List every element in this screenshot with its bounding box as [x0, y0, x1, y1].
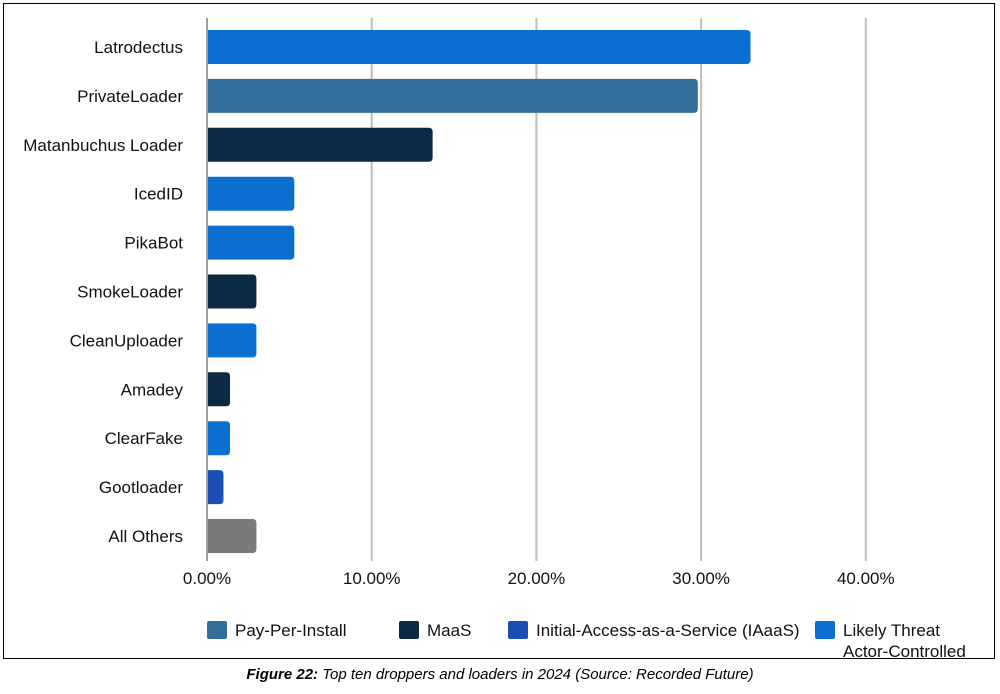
bar-6 [207, 323, 257, 358]
bar-10 [207, 519, 257, 553]
bar-8 [207, 421, 231, 456]
category-label-9: Gootloader [99, 478, 183, 497]
x-tick-label-0: 0.00% [183, 569, 231, 588]
bar-7 [207, 372, 231, 407]
category-label-10: All Others [108, 527, 183, 546]
category-labels: Latrodectus PrivateLoader Matanbuchus Load… [23, 38, 183, 546]
category-label-2: Matanbuchus Loader [23, 136, 183, 155]
category-label-5: SmokeLoader [77, 283, 183, 302]
caption-label: Figure 22: [246, 666, 319, 683]
caption-text: Top ten droppers and loaders in 2024 (So… [318, 666, 754, 683]
legend-swatch-3 [815, 621, 835, 639]
legend-swatch-2 [508, 621, 528, 639]
category-label-4: PikaBot [124, 234, 183, 253]
legend-swatch-1 [399, 621, 419, 639]
bars [207, 30, 751, 553]
x-tick-label-3: 30.00% [672, 569, 730, 588]
category-label-0: Latrodectus [94, 38, 183, 57]
bar-1 [207, 78, 698, 113]
bar-4 [207, 225, 295, 260]
legend-label-2: Initial-Access-as-a-Service (IAaaS) [536, 621, 800, 640]
bar-0 [207, 30, 751, 64]
bar-3 [207, 176, 295, 211]
x-tick-labels: 0.00% 10.00% 20.00% 30.00% 40.00% [183, 569, 895, 588]
x-tick-label-1: 10.00% [343, 569, 401, 588]
figure-caption: Figure 22: Top ten droppers and loaders … [0, 666, 1000, 683]
legend-label-1: MaaS [427, 621, 471, 640]
bar-2 [207, 127, 433, 162]
legend: Pay-Per-Install MaaS Initial-Access-as-a-S… [207, 621, 966, 660]
bar-9 [207, 470, 224, 505]
bar-chart: Latrodectus PrivateLoader Matanbuchus Load… [23, 18, 966, 660]
category-label-6: CleanUploader [70, 331, 184, 350]
category-label-7: Amadey [121, 380, 184, 399]
bar-5 [207, 274, 257, 309]
legend-label-3: Likely Threat Actor-Controlled [843, 621, 966, 660]
figure-frame [3, 3, 995, 659]
legend-label-0: Pay-Per-Install [235, 621, 346, 640]
category-label-3: IcedID [134, 185, 183, 204]
legend-swatch-0 [207, 621, 227, 639]
x-tick-label-2: 20.00% [508, 569, 566, 588]
category-label-8: ClearFake [105, 429, 183, 448]
category-label-1: PrivateLoader [77, 87, 183, 106]
x-tick-label-4: 40.00% [837, 569, 895, 588]
